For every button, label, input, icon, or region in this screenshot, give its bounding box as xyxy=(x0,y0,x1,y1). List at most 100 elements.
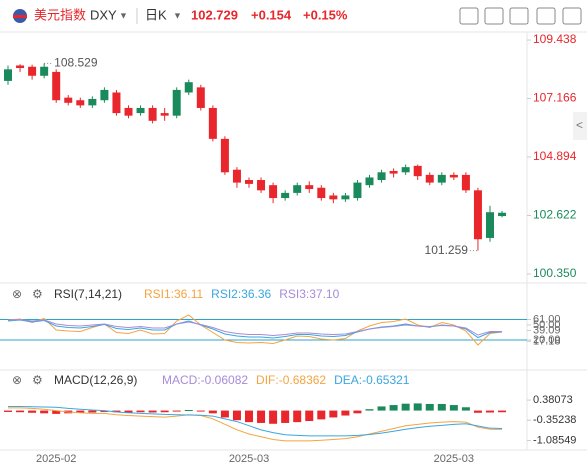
flag-stripe xyxy=(13,15,27,18)
indicator-icon[interactable] xyxy=(509,7,529,25)
macd-bar xyxy=(449,405,458,411)
macd-bar xyxy=(389,405,398,411)
candle-body xyxy=(425,174,434,183)
legend-entry: RSI2:36.36 xyxy=(211,287,271,301)
candle-body xyxy=(88,98,97,106)
macd-bar xyxy=(377,406,386,411)
candle-body xyxy=(353,182,362,199)
candle-body xyxy=(305,185,314,190)
candle-body xyxy=(389,171,398,174)
macd-bar xyxy=(269,410,278,424)
collapse-button[interactable] xyxy=(573,112,587,140)
settings-icon[interactable] xyxy=(562,7,582,25)
macd-bar xyxy=(317,410,326,420)
y-tick-label: 102.622 xyxy=(533,208,577,222)
candle-body xyxy=(365,177,374,186)
change-pct: +0.15% xyxy=(303,7,348,22)
tool-icon[interactable] xyxy=(459,7,479,25)
candle-body xyxy=(461,174,470,191)
y-tick-label: -1.08549 xyxy=(533,434,576,446)
macd-bar xyxy=(473,410,482,413)
macd-bar xyxy=(281,410,290,423)
legend-entry: RSI1:36.11 xyxy=(144,287,203,301)
candle-body xyxy=(100,89,109,101)
y-tick-label: 39.09 xyxy=(533,324,561,336)
macd-bar xyxy=(413,403,422,411)
price: 102.729 xyxy=(191,7,238,22)
macd-bar xyxy=(401,403,410,411)
legend-entry: RSI3:37.10 xyxy=(279,287,339,301)
macd-bar xyxy=(136,410,145,413)
y-tick-label: 61.00 xyxy=(533,313,561,325)
period[interactable]: 日K xyxy=(145,7,167,22)
y-tick-label: 109.438 xyxy=(533,32,577,46)
macd-bar xyxy=(4,410,12,412)
dropdown-arrow[interactable]: ▼ xyxy=(119,10,128,20)
y-tick-label: 50.00 xyxy=(533,319,561,331)
candle-body xyxy=(401,167,410,173)
macd-bar xyxy=(353,410,362,414)
candle-body xyxy=(40,66,49,76)
rsi-line xyxy=(7,318,503,337)
title: 美元指数 xyxy=(34,7,86,22)
macd-bar xyxy=(232,410,241,421)
macd-bar xyxy=(88,410,97,413)
macd-bar xyxy=(257,410,266,423)
draw-icon[interactable] xyxy=(484,7,504,25)
candle-body xyxy=(498,212,507,217)
macd-bar xyxy=(293,410,302,423)
macd-bar xyxy=(52,410,61,414)
candle-body xyxy=(124,107,133,116)
macd-bar xyxy=(172,410,181,412)
candle-body xyxy=(172,89,181,116)
fullscreen-icon[interactable] xyxy=(536,7,556,25)
candle-body xyxy=(329,195,338,200)
candle-body xyxy=(377,172,386,181)
candle-body xyxy=(4,69,12,81)
macd-bar xyxy=(245,410,253,423)
max-label: 108.529 xyxy=(54,56,98,70)
collapse-arrow[interactable]: < xyxy=(576,118,583,132)
candle-body xyxy=(16,65,25,69)
candle-body xyxy=(437,174,446,183)
candle-body xyxy=(148,107,157,121)
dropdown-arrow[interactable]: ▼ xyxy=(173,10,182,20)
candle-body xyxy=(486,212,494,238)
macd-bar xyxy=(184,410,193,412)
candle-body xyxy=(341,195,350,200)
macd-bar xyxy=(425,403,434,411)
macd-bar xyxy=(196,410,205,412)
y-tick-label: 20.00 xyxy=(533,334,561,346)
candle-body xyxy=(293,185,302,193)
macd-bar xyxy=(76,410,85,413)
macd-bar xyxy=(208,410,217,414)
settings-icon[interactable]: ⚙ xyxy=(32,373,43,387)
macd-bar xyxy=(28,410,37,413)
macd-line xyxy=(8,407,503,442)
y-tick-label: 17.18 xyxy=(533,335,561,347)
macd-bar xyxy=(437,403,446,411)
macd-bar xyxy=(16,410,25,413)
candle-body xyxy=(449,174,458,178)
candle-body xyxy=(220,138,229,173)
macd-bar xyxy=(220,410,229,418)
legend-entry: MACD:-0.06082 xyxy=(162,373,248,387)
candle-body xyxy=(112,92,121,114)
hide-icon[interactable]: ⊗ xyxy=(12,373,22,387)
hide-icon[interactable]: ⊗ xyxy=(12,287,22,301)
macd-bar xyxy=(112,410,121,413)
candle-body xyxy=(413,165,422,177)
candle-body xyxy=(317,187,326,199)
settings-icon[interactable]: ⚙ xyxy=(32,287,43,301)
candle-body xyxy=(28,66,37,76)
candle-body xyxy=(208,107,217,139)
symbol[interactable]: DXY xyxy=(90,7,117,22)
legend-entry: DEA:-0.65321 xyxy=(334,373,410,387)
macd-bar xyxy=(40,410,49,414)
y-tick-label: 100.350 xyxy=(533,266,577,280)
macd-bar xyxy=(461,407,470,411)
macd-bar xyxy=(498,410,507,413)
indicator-title: MACD(12,26,9) xyxy=(54,373,137,387)
candle-body xyxy=(136,107,145,114)
